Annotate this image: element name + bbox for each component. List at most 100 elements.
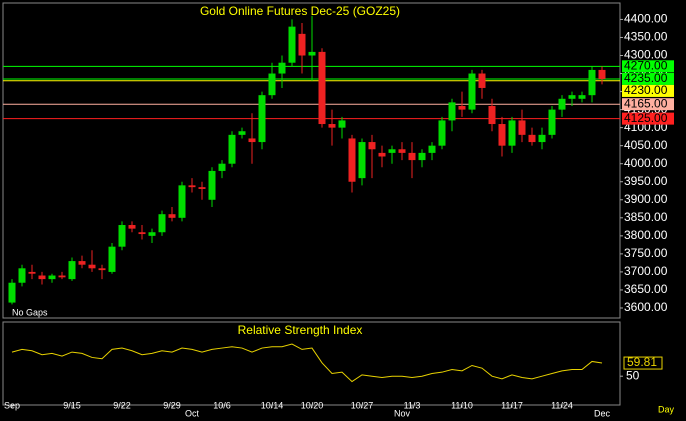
y-tick-label: 3950.00: [624, 174, 668, 188]
candle-body: [508, 120, 516, 146]
y-tick-label: 3800.00: [624, 228, 668, 242]
candle-body: [118, 225, 126, 247]
price-panel: [2, 2, 621, 319]
value-label: 59.81: [627, 355, 657, 369]
candle-body: [498, 124, 506, 146]
candle-body: [268, 73, 276, 96]
candle-body: [68, 261, 76, 280]
level-box: [622, 84, 674, 97]
candle-body: [328, 124, 336, 128]
candle-body: [408, 152, 416, 161]
candle-body: [598, 69, 606, 79]
level-label: 4230.00: [624, 83, 668, 97]
candle-body: [88, 264, 96, 269]
candle-body: [478, 73, 486, 88]
chart-title: Gold Online Futures Dec-25 (GOZ25): [200, 4, 400, 18]
candle-body: [138, 232, 146, 235]
y-tick-label: 50: [626, 368, 640, 382]
x-tick-label: 9/22: [113, 400, 131, 410]
level-box: [622, 98, 674, 111]
candle-body: [218, 163, 226, 171]
y-tick-label: 3650.00: [624, 282, 668, 296]
candle-body: [178, 185, 186, 218]
y-tick-label: 4050.00: [624, 138, 668, 152]
level-box: [622, 60, 674, 73]
candle-body: [558, 98, 566, 110]
candle-body: [588, 69, 596, 96]
rsi-title: Relative Strength Index: [238, 323, 363, 337]
candle-body: [388, 149, 396, 153]
candle-body: [228, 134, 236, 164]
candle-body: [258, 95, 266, 143]
candle-body: [248, 138, 256, 143]
x-tick-label: 10/27: [351, 400, 374, 410]
candle-body: [188, 185, 196, 188]
candle-body: [48, 275, 56, 280]
candle-body: [518, 120, 526, 135]
candle-body: [78, 261, 86, 265]
month-label: Nov: [394, 408, 411, 418]
candle-body: [578, 95, 586, 99]
month-label: Dec: [594, 408, 611, 418]
candle-body: [158, 214, 166, 233]
x-tick-label: 10/14: [261, 400, 284, 410]
level-label: 4125.00: [624, 111, 668, 125]
y-tick-label: 4000.00: [624, 156, 668, 170]
candle-body: [18, 268, 26, 283]
candle-body: [338, 120, 346, 128]
candle-body: [278, 62, 286, 74]
y-tick-label: 4300.00: [624, 48, 668, 62]
candle-body: [168, 214, 176, 218]
candle-body: [348, 138, 356, 182]
x-tick-label: 10/6: [213, 400, 231, 410]
x-tick-label: 9/29: [163, 400, 181, 410]
candle-body: [8, 282, 16, 303]
y-tick-label: 4350.00: [624, 30, 668, 44]
value-box: [623, 356, 663, 370]
candle-body: [528, 134, 536, 143]
y-tick-label: 3850.00: [624, 210, 668, 224]
candle-body: [108, 246, 116, 272]
candle-body: [208, 170, 216, 200]
candle-body: [28, 271, 36, 274]
candle-body: [128, 225, 136, 229]
candle-body: [468, 73, 476, 110]
rsi-line: [11, 343, 603, 383]
candle-body: [58, 275, 66, 278]
x-tick-label: 11/3: [404, 400, 421, 410]
candle-body: [428, 145, 436, 153]
x-tick-label: 11/10: [451, 400, 473, 410]
level-label: 4165.00: [624, 96, 668, 110]
candle-body: [448, 102, 456, 121]
candle-body: [568, 95, 576, 99]
level-box: [622, 72, 674, 85]
candle-body: [318, 51, 326, 125]
y-tick-label: 3750.00: [624, 246, 668, 260]
x-tick-label: Sep: [4, 400, 20, 410]
candle-body: [198, 187, 206, 189]
candle-body: [378, 152, 386, 157]
candle-body: [308, 51, 316, 56]
candle-body: [288, 26, 296, 63]
candle-body: [368, 142, 376, 150]
x-tick-label: 11/17: [501, 400, 523, 410]
x-axis-label: Day: [658, 404, 675, 414]
candle-body: [98, 268, 106, 271]
y-tick-label: 3900.00: [624, 192, 668, 206]
y-tick-label: 4400.00: [624, 12, 668, 26]
level-box: [622, 112, 674, 125]
candle-body: [438, 120, 446, 146]
level-label: 4270.00: [624, 58, 668, 72]
candle-body: [358, 142, 366, 179]
x-tick-label: 11/24: [551, 400, 573, 410]
candle-body: [38, 275, 46, 280]
y-tick-label: 3700.00: [624, 264, 668, 278]
candle-body: [398, 149, 406, 153]
candle-body: [538, 134, 546, 143]
y-tick-label: 3600.00: [624, 300, 668, 314]
x-tick-label: 9/15: [63, 400, 81, 410]
candle-body: [418, 152, 426, 161]
candle-body: [238, 131, 246, 135]
x-tick-label: 10/20: [301, 400, 324, 410]
